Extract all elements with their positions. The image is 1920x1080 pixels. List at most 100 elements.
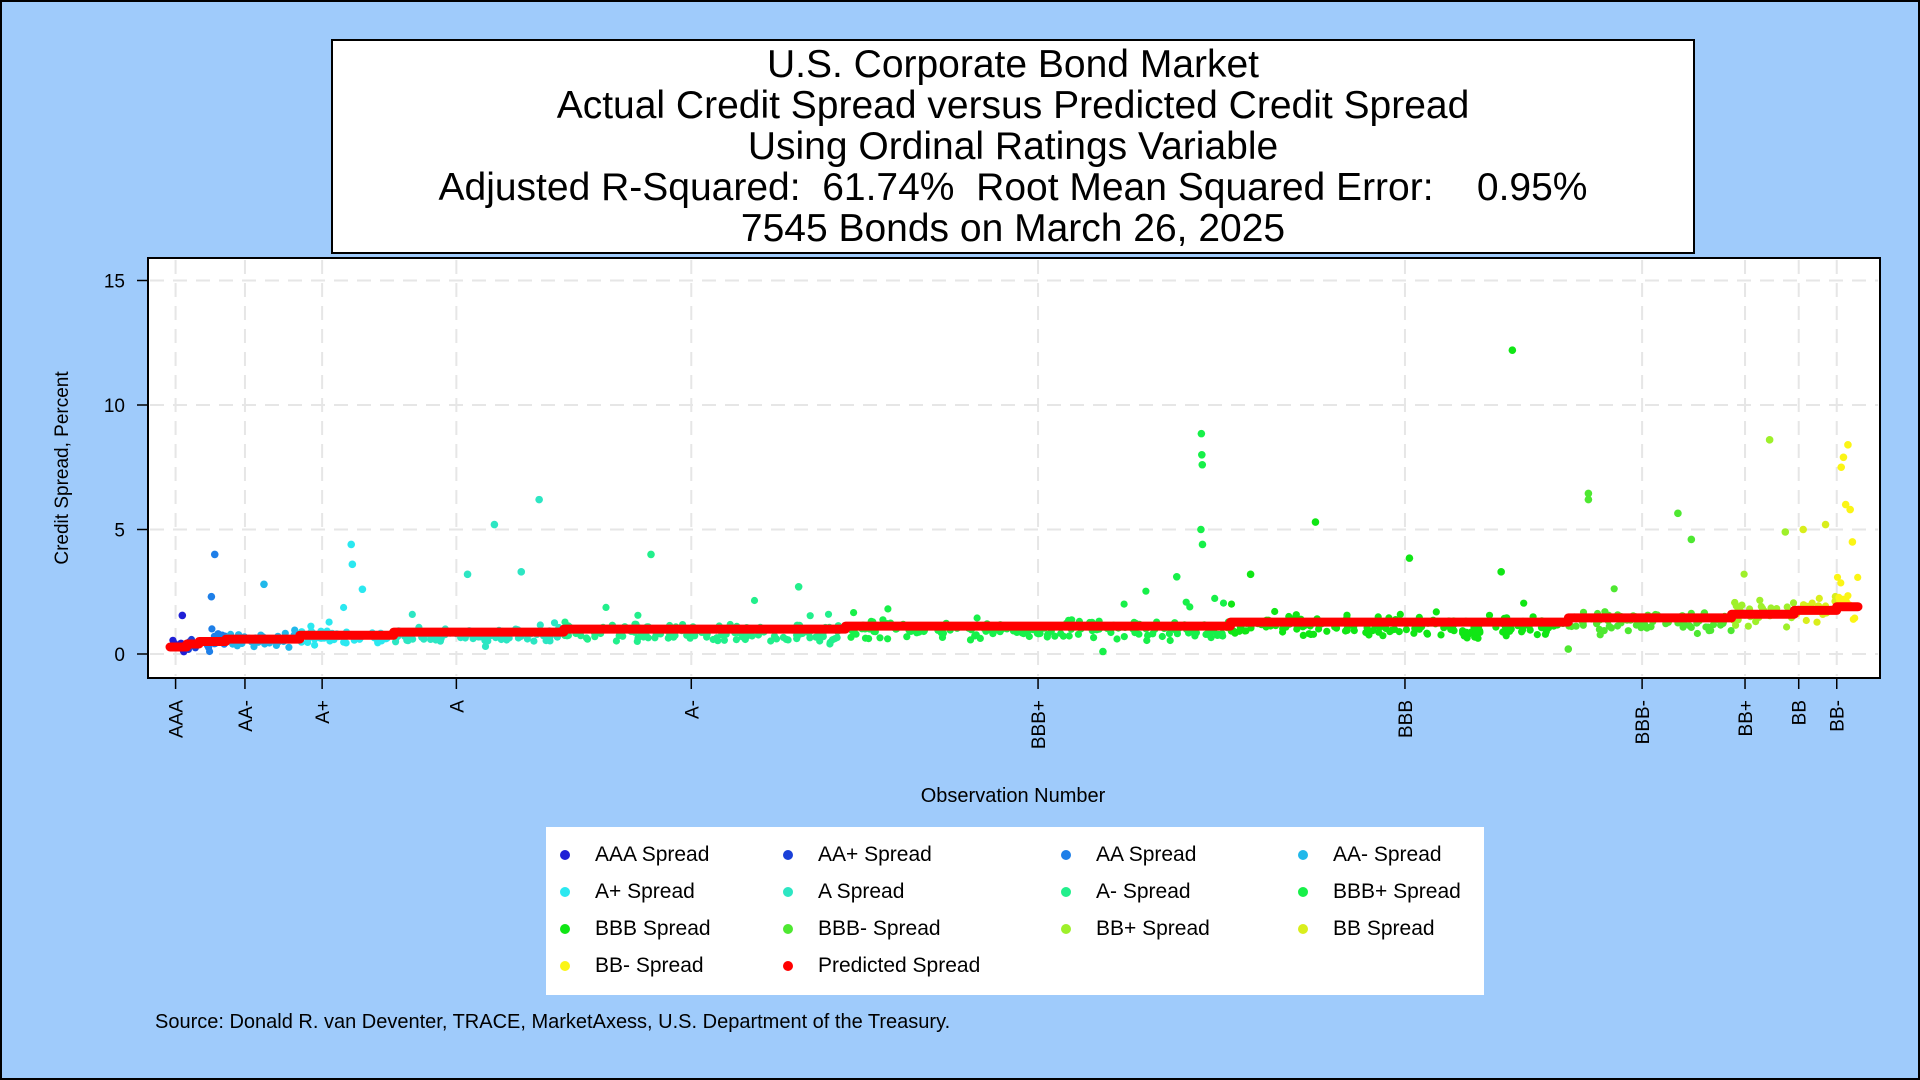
point-BBB bbox=[1410, 629, 1418, 637]
legend-label: BBB Spread bbox=[595, 917, 711, 940]
point-BBB bbox=[1341, 627, 1350, 635]
chart-title: U.S. Corporate Bond Market Actual Credit… bbox=[331, 39, 1695, 254]
point-BBB bbox=[1292, 611, 1300, 619]
point-BBB+ bbox=[966, 636, 975, 644]
outlier-point-33 bbox=[1821, 520, 1830, 529]
outlier-point-22 bbox=[1405, 554, 1414, 562]
point-BBB bbox=[1518, 628, 1526, 636]
outlier-point-10 bbox=[517, 568, 526, 576]
point-BBB bbox=[1379, 632, 1387, 640]
title-line-2: Actual Credit Spread versus Predicted Cr… bbox=[556, 84, 1470, 127]
y-tick-label-0: 0 bbox=[114, 645, 125, 666]
point-A- bbox=[703, 633, 711, 641]
point-A+ bbox=[304, 638, 312, 647]
point-BB- bbox=[1854, 573, 1862, 582]
legend-marker bbox=[783, 887, 793, 897]
point-BBB+ bbox=[1120, 600, 1128, 608]
legend-label: Predicted Spread bbox=[818, 954, 981, 977]
outlier-point-30 bbox=[1765, 436, 1774, 444]
legend-marker bbox=[783, 924, 793, 934]
point-BBB bbox=[1432, 608, 1440, 616]
point-BB- bbox=[1851, 614, 1859, 622]
point-BBB+ bbox=[1074, 630, 1082, 638]
point-BBB bbox=[1227, 600, 1236, 608]
point-BBB bbox=[1520, 599, 1528, 607]
legend-label: A- Spread bbox=[1096, 880, 1191, 903]
x-tick-label-BBB: BBB bbox=[1396, 700, 1417, 738]
point-A bbox=[530, 637, 538, 645]
outlier-point-27 bbox=[1564, 645, 1573, 653]
outlier-point-4 bbox=[347, 540, 356, 549]
title-line-5: 7545 Bonds on March 26, 2025 bbox=[740, 207, 1286, 250]
point-BB+ bbox=[1783, 603, 1791, 611]
outlier-point-6 bbox=[358, 585, 367, 594]
title-line-3: Using Ordinal Ratings Variable bbox=[747, 125, 1279, 168]
x-tick-label-BB: BB bbox=[1790, 700, 1811, 725]
x-tick-label-BB+: BB+ bbox=[1736, 700, 1757, 736]
point-AA- bbox=[250, 643, 258, 651]
point-BBB bbox=[1499, 628, 1507, 636]
point-A bbox=[469, 635, 477, 643]
point-A- bbox=[816, 637, 824, 645]
outlier-point-17 bbox=[1198, 540, 1207, 549]
point-BBB- bbox=[1613, 622, 1622, 630]
point-BB+ bbox=[1783, 623, 1791, 631]
point-BBB bbox=[1423, 629, 1431, 637]
point-A bbox=[481, 642, 490, 651]
point-BBB+ bbox=[972, 631, 980, 639]
point-A bbox=[432, 636, 440, 644]
outlier-point-7 bbox=[535, 495, 543, 504]
point-BBB+ bbox=[884, 605, 892, 613]
outlier-point-18 bbox=[1172, 573, 1181, 581]
point-A- bbox=[824, 610, 833, 618]
point-A- bbox=[770, 632, 779, 640]
x-tick-label-A+: A+ bbox=[313, 700, 334, 724]
point-BB- bbox=[1839, 595, 1847, 603]
point-BBB- bbox=[1693, 629, 1701, 638]
point-BBB bbox=[1307, 630, 1315, 639]
point-BBB- bbox=[1679, 623, 1687, 631]
point-BB bbox=[1802, 616, 1810, 625]
legend-label: AAA Spread bbox=[595, 843, 710, 866]
point-A- bbox=[615, 632, 623, 640]
legend-label: BBB+ Spread bbox=[1333, 880, 1461, 903]
title-line-4: Adjusted R-Squared: 61.74% Root Mean Squ… bbox=[438, 166, 1588, 209]
point-BBB+ bbox=[1190, 629, 1198, 637]
x-tick-label-AAA: AAA bbox=[167, 700, 188, 738]
point-BBB+ bbox=[1219, 599, 1228, 607]
point-BB bbox=[1808, 599, 1816, 607]
point-BBB bbox=[1242, 627, 1250, 635]
legend-label: BB Spread bbox=[1333, 917, 1435, 940]
point-A+ bbox=[307, 622, 315, 630]
outlier-point-34 bbox=[1844, 441, 1852, 449]
outlier-point-23 bbox=[1497, 568, 1505, 576]
outlier-point-35 bbox=[1839, 453, 1848, 462]
outlier-point-15 bbox=[1198, 460, 1207, 469]
outlier-point-16 bbox=[1197, 525, 1205, 534]
x-axis-label: Observation Number bbox=[921, 785, 1106, 807]
point-BBB bbox=[1299, 631, 1307, 640]
point-BBB- bbox=[1610, 585, 1618, 593]
legend-marker bbox=[560, 961, 570, 971]
point-A bbox=[550, 619, 559, 627]
point-BBB bbox=[1472, 628, 1480, 636]
point-BBB bbox=[1396, 610, 1404, 619]
point-BBB+ bbox=[850, 609, 858, 617]
legend-marker bbox=[560, 850, 570, 860]
legend-marker bbox=[560, 924, 570, 934]
outlier-point-13 bbox=[1197, 429, 1206, 438]
legend-marker bbox=[1061, 887, 1071, 897]
point-BBB+ bbox=[1215, 630, 1223, 639]
point-BBB- bbox=[1605, 622, 1613, 630]
outlier-point-11 bbox=[647, 550, 655, 559]
point-A- bbox=[720, 636, 729, 644]
outlier-point-26 bbox=[1584, 495, 1593, 504]
outlier-point-5 bbox=[348, 560, 357, 569]
outlier-point-29 bbox=[1687, 535, 1696, 544]
outlier-point-37 bbox=[1841, 500, 1850, 509]
x-tick-label-BBB-: BBB- bbox=[1633, 700, 1654, 744]
outlier-point-20 bbox=[1246, 570, 1255, 579]
point-BBB- bbox=[1572, 622, 1580, 630]
point-BBB bbox=[1315, 625, 1323, 633]
point-BBB+ bbox=[1165, 630, 1173, 638]
